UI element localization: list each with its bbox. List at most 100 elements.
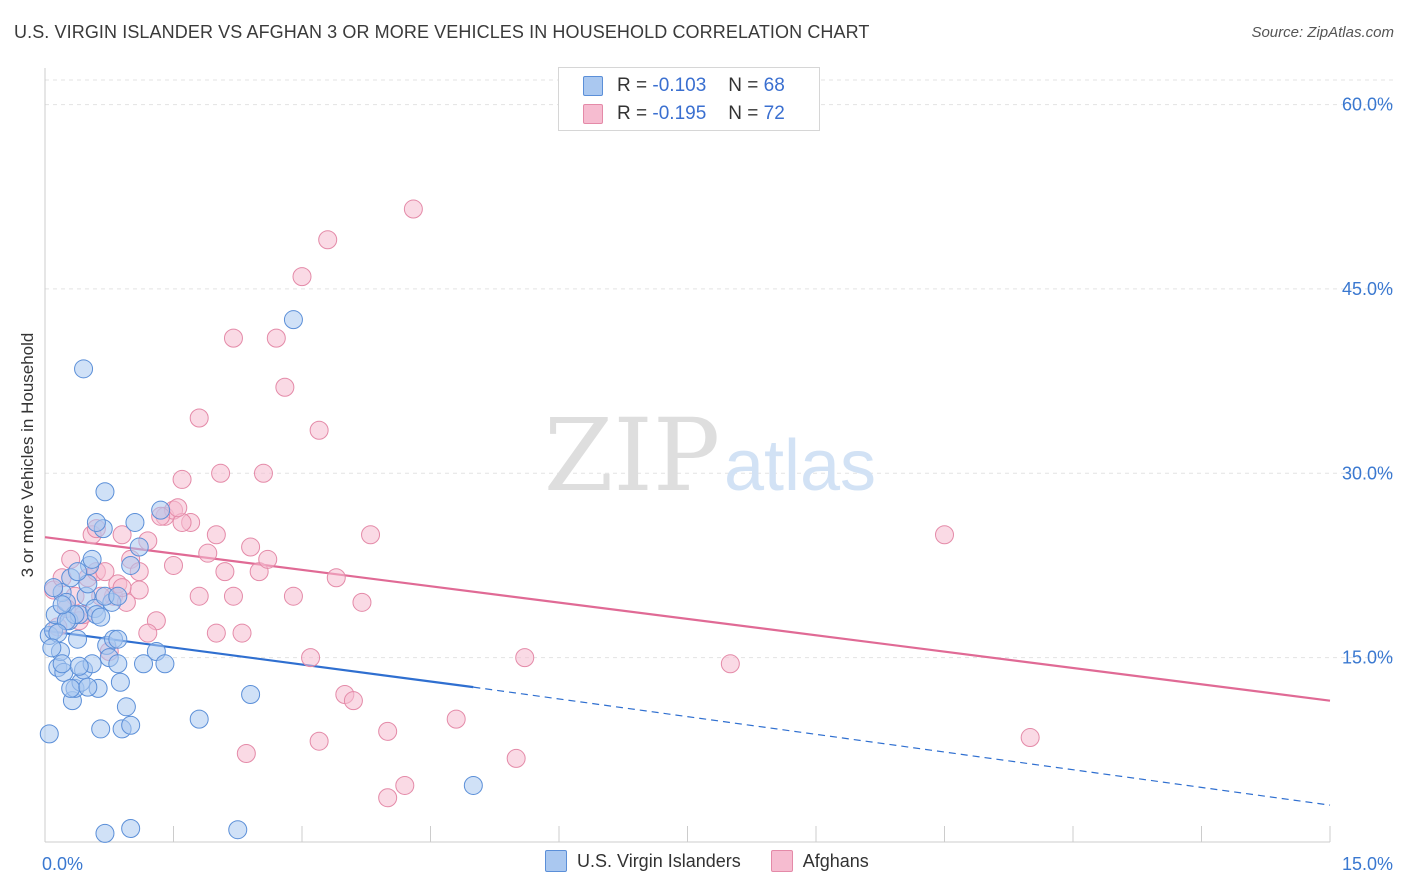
data-point-virgin-islanders (108, 586, 128, 606)
data-point-afghans (318, 230, 338, 250)
data-point-virgin-islanders (283, 310, 303, 330)
data-point-afghans (236, 744, 256, 764)
data-point-afghans (215, 562, 235, 582)
data-point-afghans (309, 420, 329, 440)
data-point-afghans (506, 748, 526, 768)
data-point-afghans (232, 623, 252, 643)
data-point-virgin-islanders (78, 677, 98, 697)
series-legend-item-afghans: Afghans (770, 850, 869, 872)
series-label: Afghans (802, 850, 869, 871)
data-point-virgin-islanders (121, 555, 141, 575)
x-tick-label: 15.0% (1342, 854, 1393, 874)
legend-swatch-pink (583, 104, 603, 124)
data-point-virgin-islanders (52, 654, 72, 674)
data-point-afghans (283, 586, 303, 606)
data-point-virgin-islanders (151, 500, 171, 520)
data-point-afghans (258, 549, 278, 569)
y-tick-label: 15.0% (1342, 648, 1393, 668)
data-point-afghans (395, 775, 415, 795)
data-point-afghans (515, 648, 535, 668)
data-point-afghans (403, 199, 423, 219)
data-point-afghans (241, 537, 261, 557)
data-point-afghans (378, 721, 398, 741)
data-point-afghans (446, 709, 466, 729)
data-point-virgin-islanders (108, 629, 128, 649)
source-label: Source: ZipAtlas.com (1251, 24, 1394, 41)
chart-title: U.S. VIRGIN ISLANDER VS AFGHAN 3 OR MORE… (14, 22, 870, 42)
data-point-virgin-islanders (228, 820, 248, 840)
data-point-virgin-islanders (91, 607, 111, 627)
legend-r-value: -0.195 (652, 103, 707, 124)
data-point-afghans (138, 623, 158, 643)
grid-lines (45, 79, 1395, 659)
data-point-virgin-islanders (69, 656, 89, 676)
data-point-afghans (343, 691, 363, 711)
data-point-afghans (935, 525, 954, 545)
legend-r-label: R = (617, 75, 648, 96)
data-point-afghans (211, 463, 231, 483)
series-swatch-blue (545, 850, 567, 872)
data-point-virgin-islanders (241, 685, 261, 705)
data-point-virgin-islanders (42, 638, 62, 658)
legend-n-label: N = (728, 75, 759, 96)
data-point-afghans (1020, 728, 1040, 748)
data-point-afghans (292, 267, 312, 287)
data-point-virgin-islanders (39, 724, 59, 744)
legend-n-value: 72 (763, 103, 785, 124)
data-point-virgin-islanders (95, 482, 115, 502)
correlation-legend: R = -0.103 N = 68 R = -0.195 N = 72 (558, 67, 820, 131)
y-tick-labels: 15.0% 30.0% 45.0% 60.0% (1342, 95, 1393, 668)
data-point-afghans (206, 525, 226, 545)
x-tick-labels: 0.0% 15.0% (42, 854, 1393, 874)
trend-line-afghans (44, 536, 1331, 702)
data-point-virgin-islanders (44, 578, 64, 598)
x-tick-label: 0.0% (42, 854, 83, 874)
watermark: ZIP atlas (544, 397, 876, 514)
data-point-virgin-islanders (86, 512, 106, 532)
data-point-afghans (309, 731, 329, 751)
data-point-afghans (189, 408, 209, 428)
data-point-afghans (266, 328, 286, 348)
legend-n-label: N = (728, 103, 759, 124)
data-point-afghans (275, 377, 295, 397)
data-point-afghans (352, 592, 372, 612)
trend-line-virgin-islanders-extension (473, 686, 1331, 806)
data-point-virgin-islanders (121, 715, 141, 735)
data-point-afghans (301, 648, 321, 668)
data-point-afghans (164, 555, 183, 575)
data-point-virgin-islanders (110, 672, 130, 692)
data-point-afghans (206, 623, 226, 643)
series-legend: U.S. Virgin Islanders Afghans (545, 850, 899, 872)
virgin-islanders-points (39, 310, 483, 843)
data-point-virgin-islanders (78, 574, 98, 594)
data-point-virgin-islanders (68, 562, 88, 582)
data-point-virgin-islanders (116, 697, 136, 717)
data-point-virgin-islanders (74, 359, 94, 379)
data-point-virgin-islanders (121, 818, 141, 838)
data-point-afghans (223, 328, 243, 348)
data-point-virgin-islanders (95, 823, 115, 843)
data-point-afghans (223, 586, 243, 606)
legend-row-virgin-islanders: R = -0.103 N = 68 (583, 73, 785, 99)
data-point-virgin-islanders (91, 719, 111, 739)
data-point-afghans (168, 498, 188, 518)
data-point-afghans (189, 586, 209, 606)
legend-r-label: R = (617, 103, 648, 124)
trend-lines (44, 536, 1331, 806)
y-tick-label: 45.0% (1342, 279, 1393, 299)
data-point-virgin-islanders (189, 709, 209, 729)
y-tick-label: 30.0% (1342, 463, 1393, 483)
data-point-virgin-islanders (134, 654, 154, 674)
legend-row-afghans: R = -0.195 N = 72 (583, 101, 785, 127)
data-point-afghans (720, 654, 740, 674)
data-point-virgin-islanders (68, 629, 88, 649)
data-point-afghans (253, 463, 273, 483)
watermark-zip: ZIP (544, 397, 720, 514)
data-point-afghans (198, 543, 218, 563)
axes (44, 68, 1331, 843)
watermark-atlas: atlas (724, 426, 876, 506)
legend-r-value: -0.103 (652, 75, 707, 96)
data-point-afghans (112, 525, 132, 545)
data-point-virgin-islanders (125, 512, 145, 532)
